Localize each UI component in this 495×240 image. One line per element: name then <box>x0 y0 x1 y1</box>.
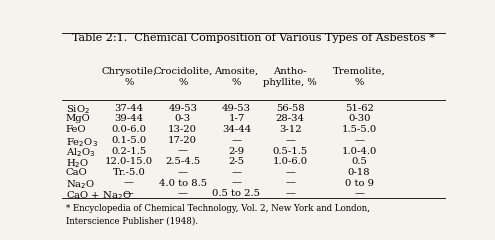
Text: SiO$_2$: SiO$_2$ <box>66 104 90 116</box>
Text: —: — <box>354 136 364 145</box>
Text: 17-20: 17-20 <box>168 136 197 145</box>
Text: 2-5: 2-5 <box>228 157 245 166</box>
Text: 49-53: 49-53 <box>168 104 197 113</box>
Text: —: — <box>178 168 188 177</box>
Text: 0.5 to 2.5: 0.5 to 2.5 <box>212 189 260 198</box>
Text: 0.0-6.0: 0.0-6.0 <box>111 125 147 134</box>
Text: CaO: CaO <box>66 168 88 177</box>
Text: 49-53: 49-53 <box>222 104 251 113</box>
Text: 1-7: 1-7 <box>228 114 245 123</box>
Text: 13-20: 13-20 <box>168 125 197 134</box>
Text: 51-62: 51-62 <box>345 104 374 113</box>
Text: —: — <box>285 189 295 198</box>
Text: 34-44: 34-44 <box>222 125 251 134</box>
Text: * Encyclopedia of Chemical Technology, Vol. 2, New York and London,
Interscience: * Encyclopedia of Chemical Technology, V… <box>66 204 370 225</box>
Text: Fe$_2$O$_3$: Fe$_2$O$_3$ <box>66 136 98 149</box>
Text: 3-12: 3-12 <box>279 125 301 134</box>
Text: CaO + Na$_2$O: CaO + Na$_2$O <box>66 189 131 202</box>
Text: 12.0-15.0: 12.0-15.0 <box>105 157 153 166</box>
Text: 1.0-6.0: 1.0-6.0 <box>273 157 308 166</box>
Text: Tr.-5.0: Tr.-5.0 <box>112 168 146 177</box>
Text: —: — <box>178 146 188 156</box>
Text: —: — <box>285 168 295 177</box>
Text: 37-44: 37-44 <box>114 104 144 113</box>
Text: —: — <box>285 136 295 145</box>
Text: —: — <box>232 168 242 177</box>
Text: —: — <box>285 179 295 188</box>
Text: Crocidolite,
%: Crocidolite, % <box>153 67 212 87</box>
Text: 4.0 to 8.5: 4.0 to 8.5 <box>159 179 207 188</box>
Text: Chrysotile,
%: Chrysotile, % <box>101 67 156 87</box>
Text: 0-3: 0-3 <box>175 114 191 123</box>
Text: 0.5-1.5: 0.5-1.5 <box>273 146 308 156</box>
Text: 1.5-5.0: 1.5-5.0 <box>342 125 377 134</box>
Text: Na$_2$O: Na$_2$O <box>66 179 95 192</box>
Text: Table 2:1.  Chemical Composition of Various Types of Asbestos *: Table 2:1. Chemical Composition of Vario… <box>72 33 435 43</box>
Text: 0.5: 0.5 <box>351 157 367 166</box>
Text: —: — <box>124 179 134 188</box>
Text: 2.5-4.5: 2.5-4.5 <box>165 157 200 166</box>
Text: FeO: FeO <box>66 125 86 134</box>
Text: H$_2$O: H$_2$O <box>66 157 89 170</box>
Text: —: — <box>354 189 364 198</box>
Text: —: — <box>232 136 242 145</box>
Text: —: — <box>232 179 242 188</box>
Text: Al$_2$O$_3$: Al$_2$O$_3$ <box>66 146 95 159</box>
Text: 39-44: 39-44 <box>114 114 144 123</box>
Text: MgO: MgO <box>66 114 91 123</box>
Text: 56-58: 56-58 <box>276 104 304 113</box>
Text: 2-9: 2-9 <box>228 146 245 156</box>
Text: —: — <box>124 189 134 198</box>
Text: Antho-
phyllite, %: Antho- phyllite, % <box>263 67 317 87</box>
Text: Amosite,
%: Amosite, % <box>214 67 258 87</box>
Text: 28-34: 28-34 <box>276 114 304 123</box>
Text: Tremolite,
%: Tremolite, % <box>333 67 386 87</box>
Text: 0-18: 0-18 <box>348 168 370 177</box>
Text: 0-30: 0-30 <box>348 114 370 123</box>
Text: 1.0-4.0: 1.0-4.0 <box>342 146 377 156</box>
Text: 0.2-1.5: 0.2-1.5 <box>111 146 147 156</box>
Text: 0.1-5.0: 0.1-5.0 <box>111 136 147 145</box>
Text: —: — <box>178 189 188 198</box>
Text: 0 to 9: 0 to 9 <box>345 179 374 188</box>
